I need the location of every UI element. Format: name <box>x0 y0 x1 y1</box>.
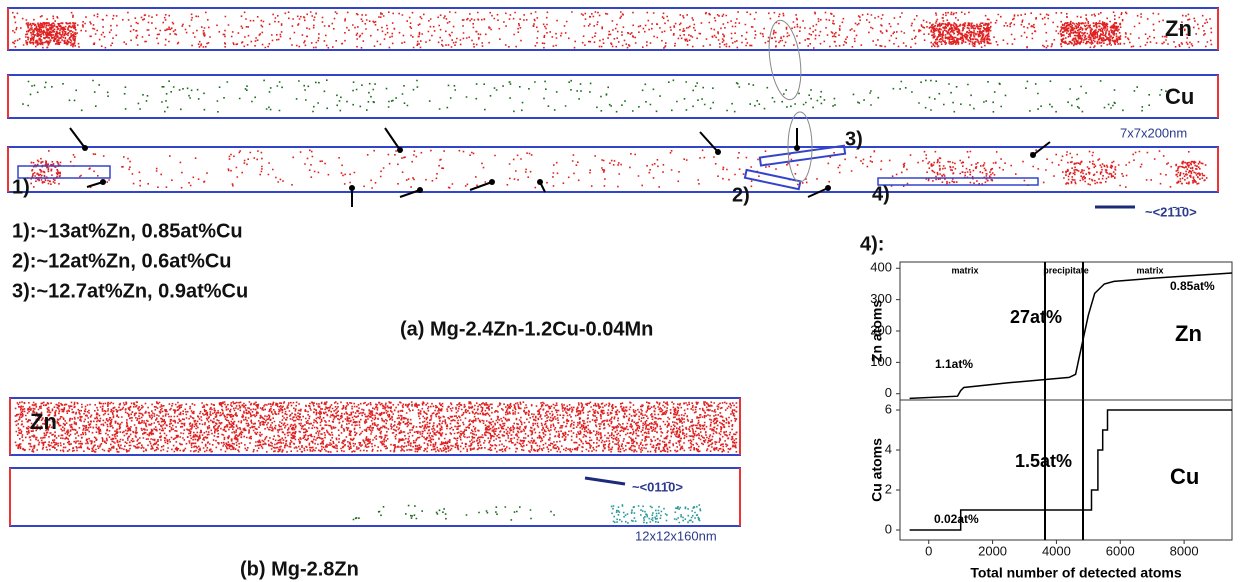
profile-label: 4): <box>860 233 884 255</box>
x-tick-label: 2000 <box>978 543 1007 558</box>
y-tick-label: 6 <box>885 401 892 416</box>
arrow <box>399 189 421 198</box>
y-tick-label: 400 <box>870 260 892 275</box>
annotation: 1.5at% <box>1015 451 1072 471</box>
annotation: 0.02at% <box>934 512 979 526</box>
arrow <box>384 127 401 151</box>
arrow-head <box>537 179 543 185</box>
arrow <box>69 127 86 149</box>
element-label: Zn <box>1165 16 1192 41</box>
atoms <box>12 11 1213 49</box>
y-tick-label: 2 <box>885 481 892 496</box>
annotation: matrix <box>951 265 978 275</box>
arrow <box>469 181 493 191</box>
roi <box>758 144 847 167</box>
highlight <box>768 19 802 101</box>
annotation: matrix <box>1136 265 1163 275</box>
element-label: Cu <box>1165 84 1194 109</box>
arrow-head <box>794 145 800 151</box>
y-tick-label: 300 <box>870 291 892 306</box>
annotation: Zn <box>1175 321 1202 346</box>
profile-line <box>909 409 1232 531</box>
annotation: Cu <box>1170 464 1199 489</box>
composition: 3):~12.7at%Zn, 0.9at%Cu <box>12 280 248 302</box>
marker: 4) <box>872 183 890 205</box>
arrow-head <box>489 179 495 185</box>
arrow-head <box>397 147 403 153</box>
atoms <box>14 401 738 453</box>
roi <box>743 168 802 191</box>
y-axis-label: Zn atoms <box>869 300 885 362</box>
arrow-head <box>825 185 831 191</box>
arrow <box>807 187 829 198</box>
arrow-head <box>715 149 721 155</box>
x-tick-label: 0 <box>925 543 932 558</box>
atoms <box>610 504 702 524</box>
composition: 1):~13at%Zn, 0.85at%Cu <box>12 220 243 242</box>
box-size: 7x7x200nm <box>1120 125 1187 140</box>
annotation: precipitate <box>1043 265 1089 275</box>
plot-frame <box>899 399 1233 541</box>
x-tick-label: 4000 <box>1042 543 1071 558</box>
annotation: 27at% <box>1010 307 1062 327</box>
marker: 2) <box>732 184 750 206</box>
arrow-head <box>417 187 423 193</box>
x-tick-label: 6000 <box>1106 543 1135 558</box>
highlight <box>787 111 813 183</box>
y-tick-label: 4 <box>885 441 892 456</box>
y-tick-label: 200 <box>870 322 892 337</box>
composition: 2):~12at%Zn, 0.6at%Cu <box>12 250 232 272</box>
tube <box>9 467 741 527</box>
arrow <box>1032 141 1051 156</box>
direction: ~<011̄0> <box>632 479 683 494</box>
profile-line <box>909 272 1233 400</box>
y-tick-label: 0 <box>885 521 892 536</box>
direction-arrow <box>584 476 626 486</box>
caption: (a) Mg-2.4Zn-1.2Cu-0.04Mn <box>400 318 653 340</box>
roi <box>17 165 111 179</box>
x-tick-label: 8000 <box>1170 543 1199 558</box>
y-tick-label: 100 <box>870 354 892 369</box>
roi <box>877 177 1039 186</box>
element-label: Zn <box>30 409 57 434</box>
box-size: 12x12x160nm <box>635 528 717 543</box>
marker: 1) <box>12 176 30 198</box>
y-tick-label: 0 <box>885 385 892 400</box>
y-axis-label: Cu atoms <box>869 438 885 502</box>
marker: 3) <box>845 128 863 150</box>
atoms <box>26 149 1208 189</box>
annotation: 0.85at% <box>1170 279 1215 293</box>
atoms <box>352 504 555 521</box>
annotation: 1.1at% <box>935 357 973 371</box>
atoms <box>22 79 1170 113</box>
direction: ~<21̄1̄0> <box>1145 204 1197 219</box>
tube <box>7 7 1219 51</box>
caption: (b) Mg-2.8Zn <box>240 558 359 580</box>
x-axis-label: Total number of detected atoms <box>970 565 1182 581</box>
arrow <box>699 131 719 153</box>
atom-maps <box>7 7 1219 527</box>
arrow-head <box>100 179 106 185</box>
arrow-head <box>349 185 355 191</box>
arrow-head <box>1030 152 1036 158</box>
arrow-head <box>82 145 88 151</box>
